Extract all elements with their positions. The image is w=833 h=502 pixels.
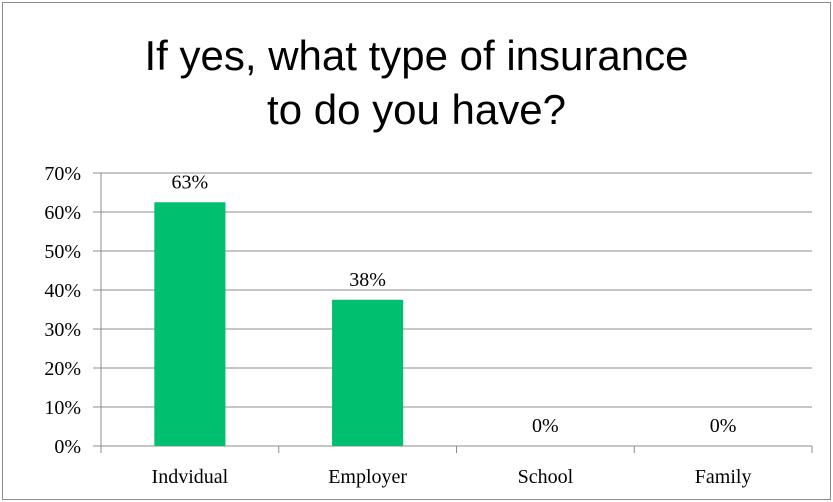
category-label: Indvidual — [152, 466, 229, 488]
chart-title-line-2: to do you have? — [267, 86, 566, 133]
data-label: 0% — [532, 415, 559, 437]
category-label: School — [518, 466, 574, 488]
bar-employer — [332, 299, 404, 446]
y-tick-label: 20% — [44, 358, 81, 380]
data-label: 0% — [710, 415, 737, 437]
chart-title-line-1: If yes, what type of insurance — [144, 32, 689, 79]
bar-indvidual — [154, 202, 226, 446]
category-label: Employer — [328, 466, 407, 488]
y-tick-label: 60% — [44, 202, 81, 224]
data-label: 63% — [172, 171, 209, 193]
chart-title: If yes, what type of insurance to do you… — [3, 29, 830, 137]
data-label: 38% — [349, 269, 386, 291]
y-tick-label: 50% — [44, 241, 81, 263]
y-tick-label: 0% — [54, 436, 81, 458]
y-tick-label: 10% — [44, 397, 81, 419]
y-tick-label: 40% — [44, 280, 81, 302]
y-tick-label: 70% — [44, 163, 81, 185]
y-tick-label: 30% — [44, 319, 81, 341]
category-label: Family — [695, 466, 752, 488]
